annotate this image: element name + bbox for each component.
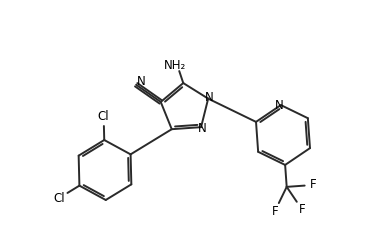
Text: N: N <box>198 122 206 135</box>
Text: Cl: Cl <box>53 192 65 205</box>
Text: NH₂: NH₂ <box>164 58 186 72</box>
Text: F: F <box>299 203 305 216</box>
Text: Cl: Cl <box>98 110 109 123</box>
Text: N: N <box>274 99 283 112</box>
Text: N: N <box>205 91 213 104</box>
Text: F: F <box>272 205 278 218</box>
Text: F: F <box>310 179 317 191</box>
Text: N: N <box>137 75 146 88</box>
